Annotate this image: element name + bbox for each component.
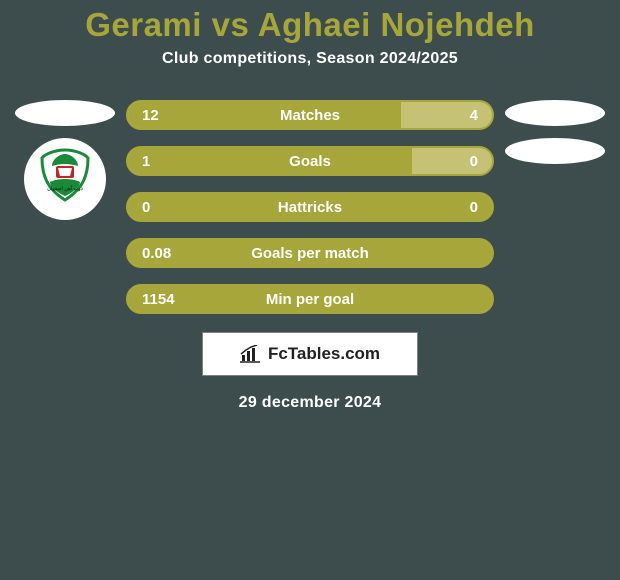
left-player-col: ذوب آهن اصفهان	[10, 100, 120, 220]
brand-badge[interactable]: FcTables.com	[202, 332, 418, 376]
stat-label: Hattricks	[128, 199, 492, 216]
right-player-col	[500, 100, 610, 164]
stat-label: Goals per match	[128, 245, 492, 262]
page-subtitle: Club competitions, Season 2024/2025	[0, 50, 620, 68]
stat-bar-text: 12Matches4	[128, 102, 492, 128]
left-player-photo-placeholder	[15, 100, 115, 126]
right-club-logo-placeholder	[505, 138, 605, 164]
stat-bar: 0.08Goals per match	[126, 238, 494, 268]
stat-bar: 12Matches4	[126, 100, 494, 130]
stat-bar: 1Goals0	[126, 146, 494, 176]
brand-text: FcTables.com	[268, 344, 380, 364]
svg-text:ذوب آهن اصفهان: ذوب آهن اصفهان	[47, 185, 83, 192]
content-wrapper: Gerami vs Aghaei Nojehdeh Club competiti…	[0, 0, 620, 412]
stat-label: Goals	[128, 153, 492, 170]
bar-chart-icon	[240, 345, 262, 363]
snapshot-date: 29 december 2024	[0, 394, 620, 412]
stat-bar-text: 1Goals0	[128, 148, 492, 174]
club-crest-icon: ذوب آهن اصفهان	[30, 144, 100, 214]
right-player-photo-placeholder	[505, 100, 605, 126]
page-title: Gerami vs Aghaei Nojehdeh	[0, 6, 620, 44]
stat-bar-text: 0Hattricks0	[128, 194, 492, 220]
stat-bar: 0Hattricks0	[126, 192, 494, 222]
left-club-logo: ذوب آهن اصفهان	[24, 138, 106, 220]
comparison-row: ذوب آهن اصفهان 12Matches4 1Goals0 0Hattric…	[0, 100, 620, 314]
stat-label: Min per goal	[128, 291, 492, 308]
stat-bars: 12Matches4 1Goals0 0Hattricks0 0.08Goals pe…	[120, 100, 500, 314]
stat-bar: 1154Min per goal	[126, 284, 494, 314]
stat-label: Matches	[128, 107, 492, 124]
stat-bar-text: 0.08Goals per match	[128, 240, 492, 266]
stat-bar-text: 1154Min per goal	[128, 286, 492, 312]
